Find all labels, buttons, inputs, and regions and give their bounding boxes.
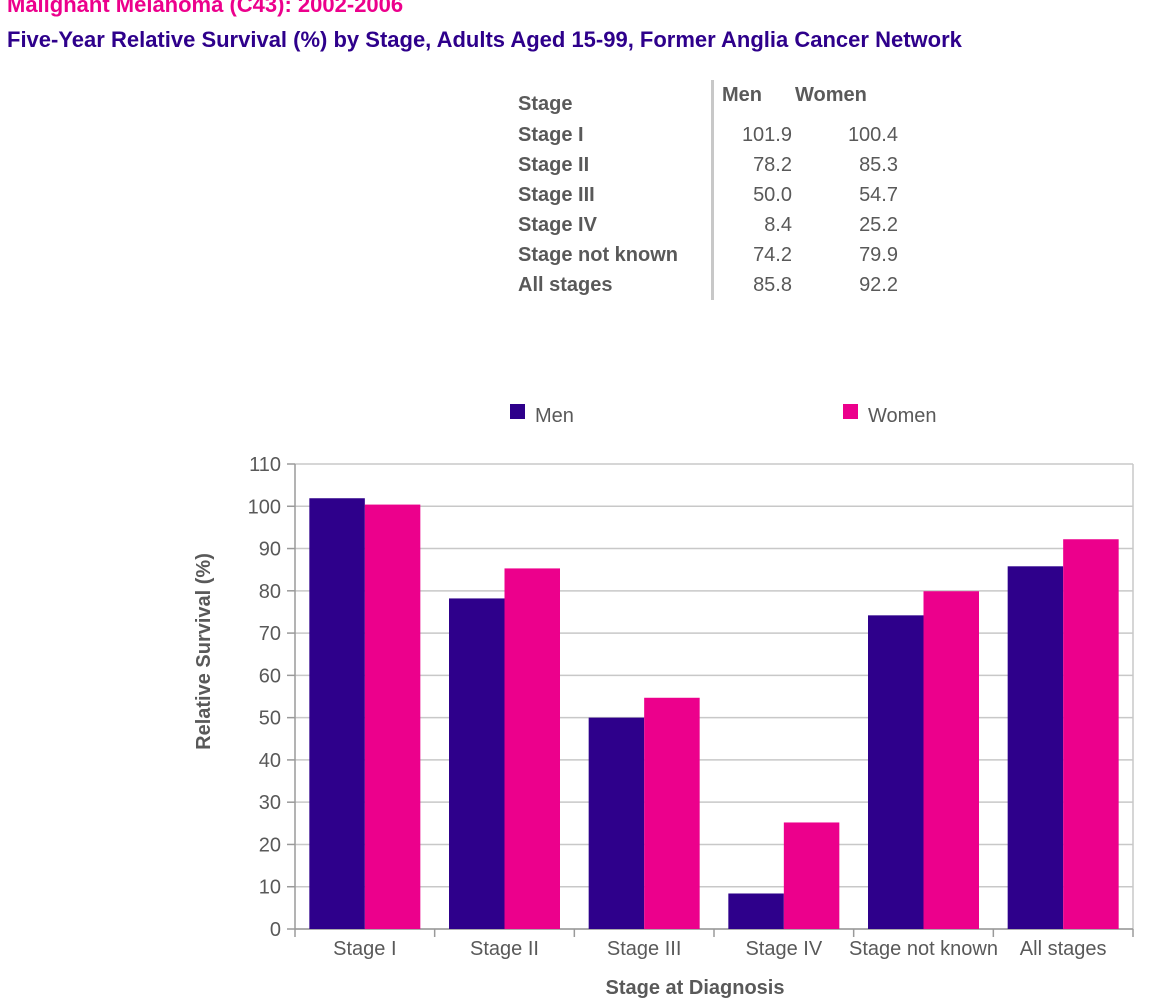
x-tick-label: Stage IV — [745, 938, 822, 960]
y-axis-title: Relative Survival (%) — [193, 553, 215, 750]
table-cell-men: 101.9 — [741, 123, 792, 146]
table-cell-men: 85.8 — [753, 273, 792, 296]
x-tick-label: Stage I — [333, 938, 396, 960]
y-tick-label: 70 — [259, 623, 281, 645]
survival-table: Stage Men Women Stage I 101.9 100.4 Stag… — [510, 80, 900, 300]
y-tick-label: 100 — [248, 496, 281, 518]
table-row: All stages 85.8 92.2 — [510, 270, 898, 300]
x-tick-label: Stage III — [607, 938, 682, 960]
bar-men-1 — [309, 498, 365, 929]
bar-women-5 — [923, 591, 979, 929]
legend-label-men: Men — [535, 405, 574, 427]
y-tick-label: 30 — [259, 792, 281, 814]
bar-men-4 — [728, 893, 784, 929]
table-cell-stage: Stage not known — [510, 240, 714, 270]
bar-men-2 — [449, 598, 505, 929]
table-cell-women: 100.4 — [847, 123, 898, 146]
chart-subtitle: Five-Year Relative Survival (%) by Stage… — [7, 27, 962, 52]
y-tick-label: 10 — [259, 877, 281, 899]
table-cell-men: 74.2 — [753, 243, 792, 266]
bar-men-5 — [868, 615, 924, 929]
bar-men-6 — [1007, 566, 1064, 929]
table-header-men: Men — [722, 84, 762, 106]
table-row: Stage IV 8.4 25.2 — [510, 210, 898, 240]
bar-women-4 — [783, 822, 840, 929]
table-cell-women: 25.2 — [859, 213, 898, 236]
y-tick-label: 110 — [249, 454, 281, 476]
table-cell-women: 92.2 — [859, 273, 898, 296]
table-cell-men: 78.2 — [753, 153, 792, 176]
legend-swatch-women — [843, 404, 858, 419]
table-cell-stage: All stages — [510, 270, 714, 300]
bar-women-1 — [364, 504, 421, 929]
legend-label-women: Women — [868, 405, 937, 427]
bar-women-3 — [644, 697, 700, 929]
y-tick-label: 60 — [259, 665, 281, 687]
table-header-stage: Stage — [510, 80, 714, 120]
y-tick-label: 90 — [259, 539, 281, 561]
table-cell-stage: Stage III — [510, 180, 714, 210]
legend-swatch-men — [510, 404, 525, 419]
table-cell-stage: Stage I — [510, 120, 714, 150]
y-tick-label: 50 — [259, 708, 281, 730]
table-row: Stage II 78.2 85.3 — [510, 150, 898, 180]
table-cell-men: 8.4 — [764, 213, 792, 236]
table-row: Stage not known 74.2 79.9 — [510, 240, 898, 270]
bar-women-2 — [504, 568, 560, 929]
table-header-women: Women — [795, 84, 867, 106]
x-axis-title: Stage at Diagnosis — [606, 977, 785, 999]
x-tick-label: Stage not known — [849, 938, 998, 960]
bar-men-3 — [588, 717, 645, 929]
x-tick-label: All stages — [1020, 938, 1107, 960]
table-cell-women: 85.3 — [859, 153, 898, 176]
table-row: Stage III 50.0 54.7 — [510, 180, 898, 210]
table-header-row: Stage Men Women — [510, 80, 898, 120]
y-tick-label: 20 — [259, 834, 281, 856]
y-tick-label: 0 — [270, 919, 281, 941]
table-cell-stage: Stage II — [510, 150, 714, 180]
y-tick-label: 80 — [259, 581, 281, 603]
y-tick-label: 40 — [259, 750, 281, 772]
table-cell-women: 79.9 — [859, 243, 898, 266]
table-cell-stage: Stage IV — [510, 210, 714, 240]
table-cell-women: 54.7 — [859, 183, 898, 206]
chart-title: Malignant Melanoma (C43): 2002-2006 — [7, 0, 404, 17]
table-cell-men: 50.0 — [753, 183, 792, 206]
bar-women-6 — [1063, 539, 1119, 929]
x-tick-label: Stage II — [470, 938, 539, 960]
table-row: Stage I 101.9 100.4 — [510, 120, 898, 150]
